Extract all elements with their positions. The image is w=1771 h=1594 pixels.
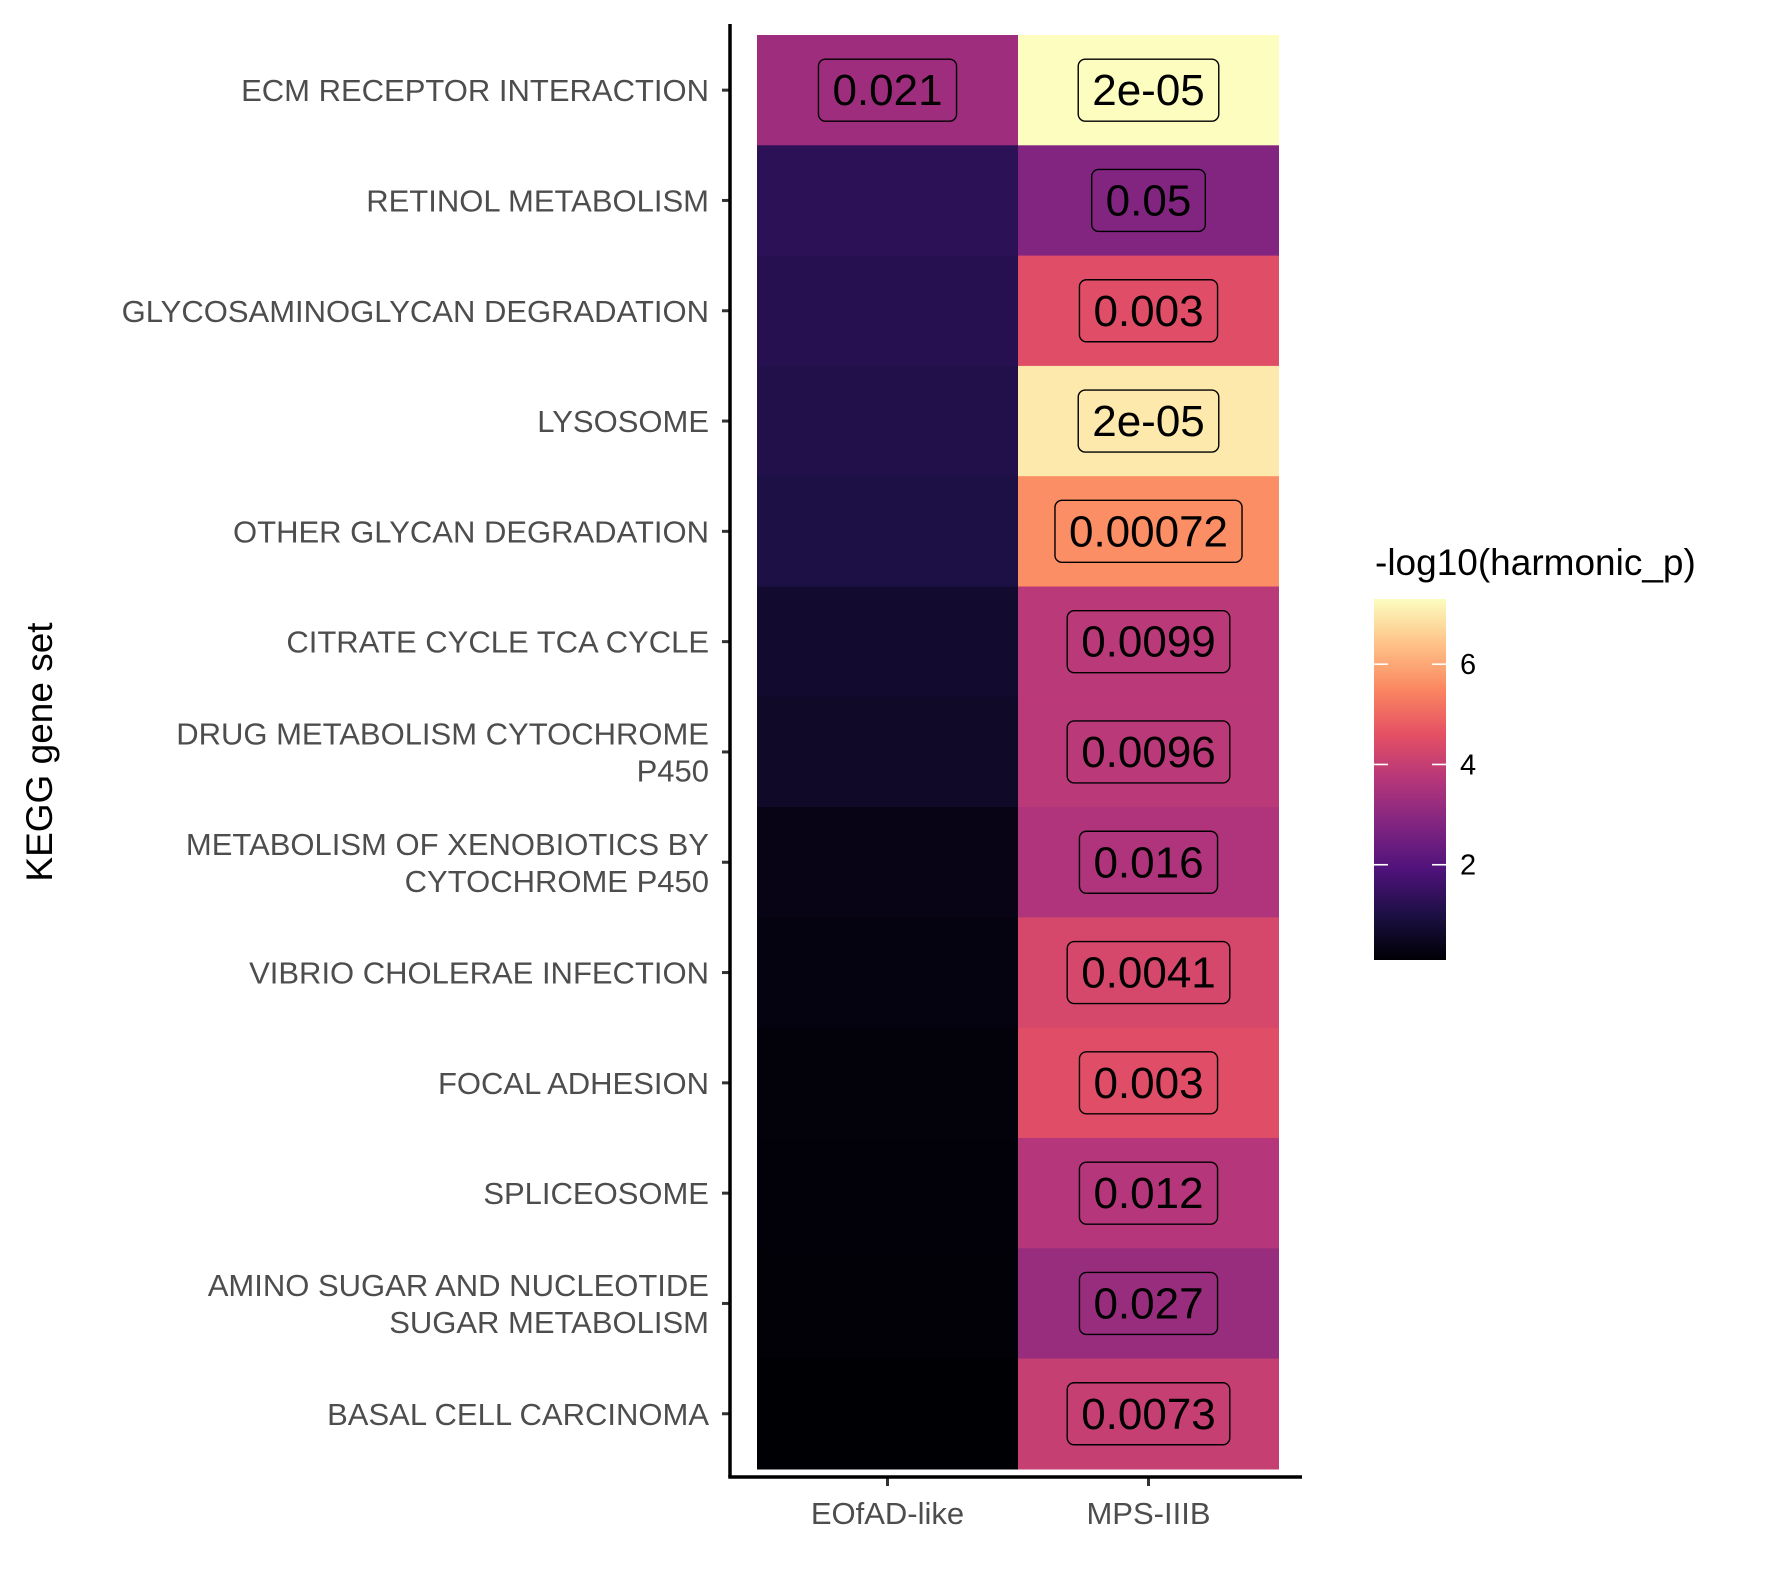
- heatmap-cell: [757, 1358, 1018, 1470]
- y-tick-label: ECM RECEPTOR INTERACTION: [241, 73, 709, 108]
- cell-label-box: 0.003: [1078, 279, 1219, 343]
- heatmap-cell: [757, 807, 1018, 918]
- cell-label: 2e-05: [1092, 66, 1205, 115]
- cell-label-box: 2e-05: [1077, 58, 1220, 122]
- cell-label-frame: [1078, 279, 1219, 343]
- cell-label-frame: [1078, 830, 1219, 894]
- x-tick-labels: EOfAD-like MPS-IIIB: [811, 1496, 1211, 1531]
- y-tick-label: GLYCOSAMINOGLYCAN DEGRADATION: [122, 294, 709, 329]
- y-tick-labels: ECM RECEPTOR INTERACTION RETINOL METABOLI…: [122, 73, 710, 1432]
- heatmap-cell: [757, 586, 1018, 698]
- cell-label-frame: [1078, 1271, 1219, 1336]
- heatmap-cell: [1018, 255, 1279, 367]
- y-tick-label: METABOLISM OF XENOBIOTICS BY CYTOCHROME P…: [186, 827, 709, 899]
- cell-label-box: 0.027: [1078, 1271, 1219, 1336]
- cell-label: 0.021: [832, 66, 942, 115]
- x-tick-label: EOfAD-like: [811, 1496, 964, 1531]
- y-tick-label: LYSOSOME: [537, 404, 709, 439]
- cell-label: 0.016: [1093, 838, 1203, 887]
- cell-label-frame: [1077, 58, 1220, 122]
- colorbar-tick-label: 2: [1460, 850, 1476, 882]
- colorbar: [1374, 599, 1446, 960]
- colorbar-ticks: 2 4 6: [1374, 649, 1476, 882]
- cell-label: 0.00072: [1069, 507, 1228, 556]
- cell-label-box: 0.021: [817, 58, 958, 122]
- cell-label-frame: [1066, 720, 1231, 784]
- heatmap-cell: [1018, 807, 1279, 918]
- cell-label: 0.0099: [1081, 618, 1216, 667]
- cell-label-box: 0.0099: [1066, 609, 1231, 674]
- colorbar-tick-label: 4: [1460, 749, 1476, 781]
- heatmap-cell: [1018, 1027, 1279, 1139]
- heatmap-cell: [757, 917, 1018, 1029]
- y-tick-label: SPLICEOSOME: [483, 1176, 709, 1211]
- cell-label-box: 0.00072: [1054, 499, 1243, 564]
- cell-label-frame: [1066, 609, 1231, 674]
- cell-label: 0.0073: [1081, 1390, 1216, 1439]
- cell-label-box: 2e-05: [1077, 389, 1220, 453]
- y-tick-label: VIBRIO CHOLERAE INFECTION: [249, 956, 709, 991]
- cell-label: 2e-05: [1092, 397, 1205, 446]
- cell-label-box: 0.0073: [1066, 1382, 1231, 1446]
- cell-label: 0.003: [1093, 287, 1203, 336]
- cell-label-box: 0.016: [1078, 830, 1219, 894]
- cell-label: 0.0096: [1081, 728, 1216, 777]
- heatmap-cell: [1018, 1138, 1279, 1249]
- cell-label-box: 0.003: [1078, 1051, 1219, 1115]
- cell-label-box: 0.0041: [1066, 940, 1231, 1005]
- x-tick-label: MPS-IIIB: [1086, 1496, 1210, 1531]
- cell-label: 0.027: [1093, 1279, 1203, 1328]
- y-tick-label: FOCAL ADHESION: [438, 1066, 709, 1101]
- heatmap-cells: 0.021 2e-05 0.05 0.003 2e-05 0.00072 0.0099 0.0…: [757, 35, 1279, 1470]
- heatmap-cell: [1018, 1248, 1279, 1360]
- cell-label-box: 0.0096: [1066, 720, 1231, 784]
- heatmap-cell: [1018, 476, 1279, 588]
- cell-label: 0.003: [1093, 1059, 1203, 1108]
- heatmap-cell: [1018, 696, 1279, 808]
- heatmap-cell: [1018, 145, 1279, 257]
- heatmap-cell: [757, 35, 1018, 146]
- heatmap-cell: [757, 476, 1018, 588]
- cell-label: 0.05: [1106, 176, 1192, 225]
- cell-label-frame: [1078, 1051, 1219, 1115]
- heatmap-cell: [757, 255, 1018, 367]
- cell-label-frame: [1090, 168, 1207, 233]
- heatmap-cell: [757, 145, 1018, 257]
- cell-label-frame: [1066, 1382, 1231, 1446]
- cell-label-box: 0.012: [1078, 1161, 1219, 1225]
- y-tick-label: DRUG METABOLISM CYTOCHROME P450: [176, 716, 709, 788]
- cell-label-frame: [1066, 940, 1231, 1005]
- y-tick-label: RETINOL METABOLISM: [366, 183, 709, 218]
- y-tick-label: CITRATE CYCLE TCA CYCLE: [286, 625, 709, 660]
- cell-label-box: 0.05: [1090, 168, 1207, 233]
- heatmap-cell: [757, 1027, 1018, 1139]
- heatmap-cell: [757, 1138, 1018, 1249]
- y-tick-label: BASAL CELL CARCINOMA: [327, 1397, 709, 1432]
- cell-label: 0.0041: [1081, 949, 1216, 998]
- heatmap-cell: [1018, 365, 1279, 477]
- colorbar-tick-label: 6: [1460, 649, 1476, 681]
- y-axis-title: KEGG gene set: [19, 622, 60, 882]
- heatmap-cell: [1018, 1358, 1279, 1470]
- y-tick-label: AMINO SUGAR AND NUCLEOTIDE SUGAR METABOLI…: [208, 1268, 709, 1340]
- colorbar-legend: -log10(harmonic_p) 2 4 6: [1374, 542, 1696, 960]
- heatmap-cell: [1018, 35, 1279, 146]
- cell-label-frame: [817, 58, 958, 122]
- heatmap-cell: [1018, 586, 1279, 698]
- legend-title: -log10(harmonic_p): [1375, 542, 1696, 583]
- heatmap-cell: [757, 1248, 1018, 1360]
- cell-label-frame: [1054, 499, 1243, 564]
- axes: [722, 24, 1302, 1486]
- heatmap-cell: [757, 365, 1018, 477]
- cell-label-frame: [1077, 389, 1220, 453]
- heatmap-cell: [1018, 917, 1279, 1029]
- cell-label: 0.012: [1093, 1169, 1203, 1218]
- cell-label-frame: [1078, 1161, 1219, 1225]
- heatmap-cell: [757, 696, 1018, 808]
- y-tick-label: OTHER GLYCAN DEGRADATION: [233, 514, 709, 549]
